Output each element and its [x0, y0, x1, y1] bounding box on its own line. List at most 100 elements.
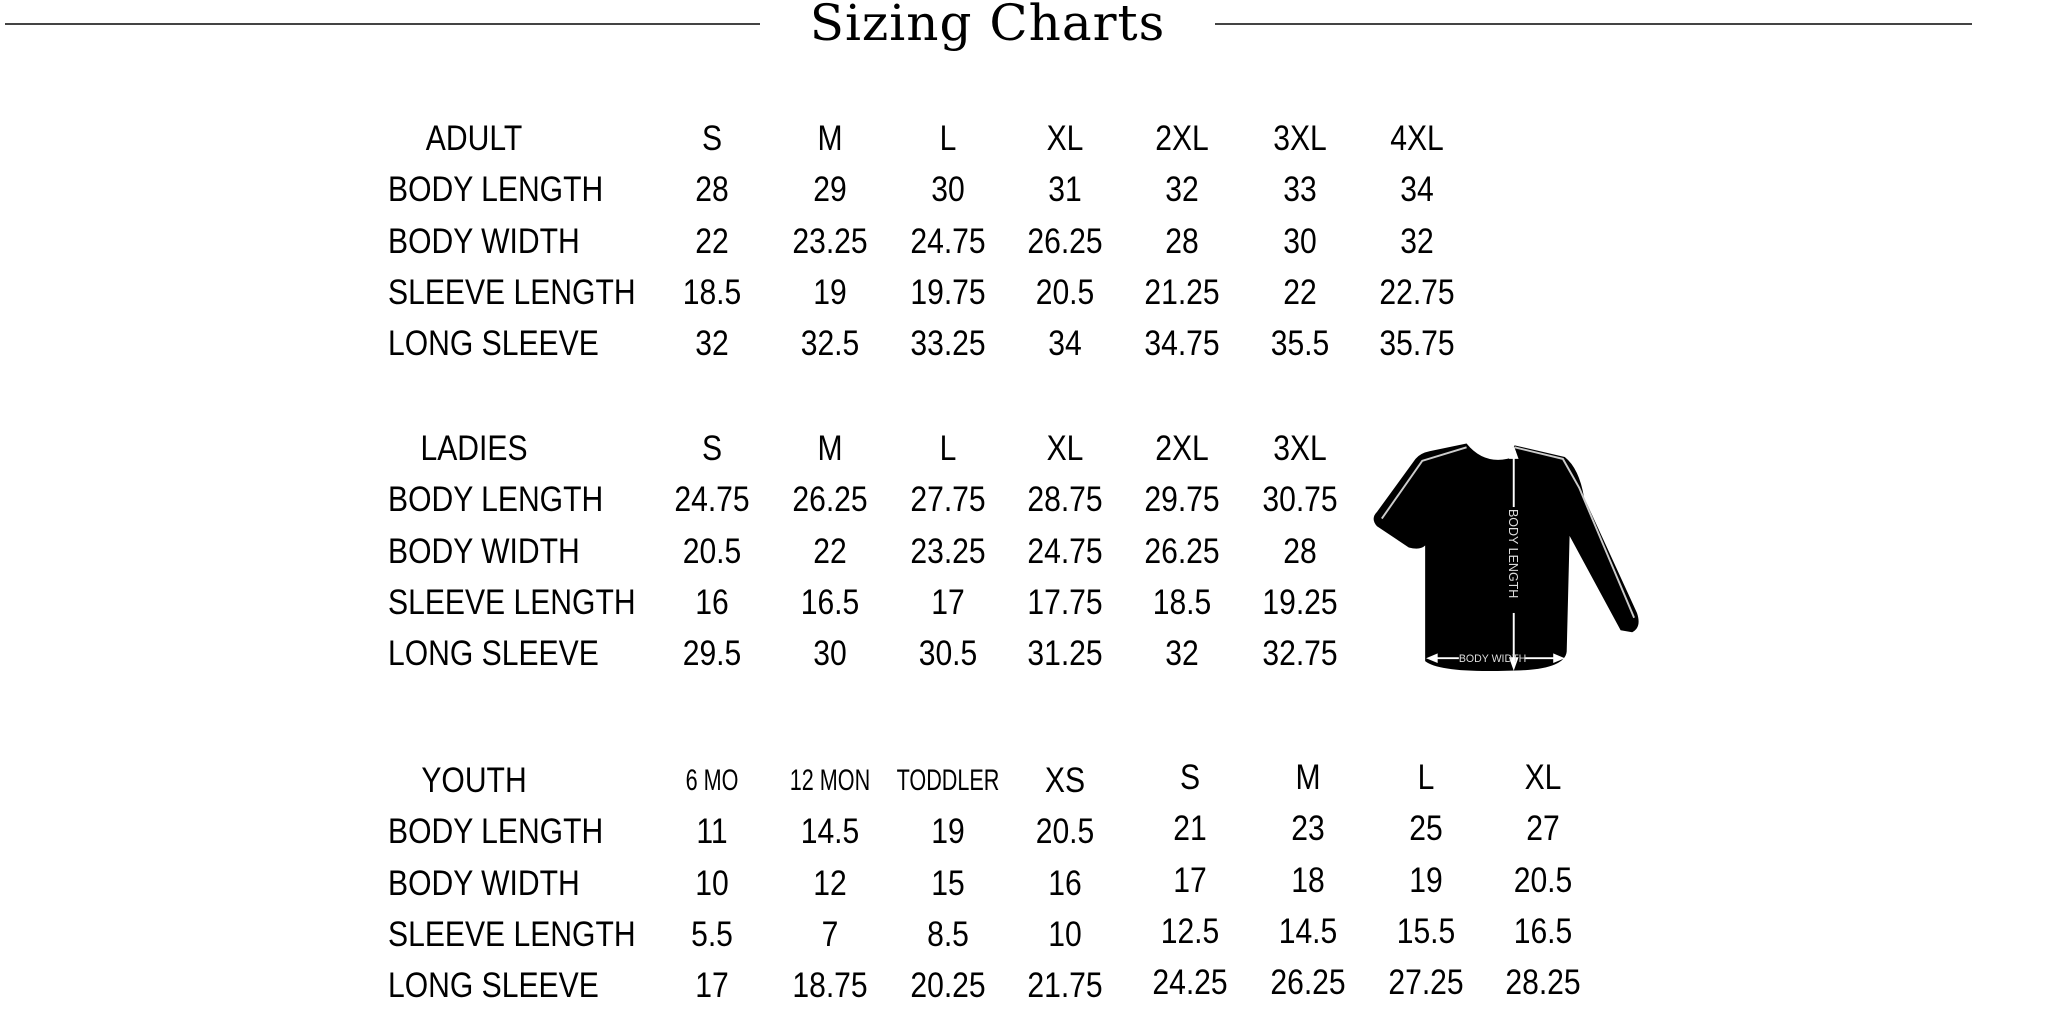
ladies-cell: 30.75: [1262, 480, 1338, 520]
shirt-silhouette: [1373, 443, 1639, 672]
adult-cell: 33.25: [910, 324, 986, 364]
ladies-cell: 30: [813, 634, 847, 674]
ladies-cell: 16.5: [800, 582, 860, 622]
youth-cell: 16: [1048, 863, 1082, 903]
adult-size-header: L: [939, 119, 957, 158]
youth-cell: 15.5: [1396, 911, 1456, 951]
adult-cell: 24.75: [910, 221, 986, 261]
adult-cell: 35.5: [1270, 324, 1330, 364]
youth-cell: 18.75: [792, 966, 868, 1006]
body-length-label: BODY LENGTH: [1506, 509, 1520, 598]
youth-cell: 21.75: [1027, 966, 1103, 1006]
adult-cell: 32.5: [800, 324, 860, 364]
youth-cell: 14.5: [1278, 911, 1338, 951]
youth-row-label: LONG SLEEVE: [388, 966, 599, 1006]
adult-cell: 19: [813, 272, 847, 312]
ladies-cell: 29.75: [1144, 480, 1220, 520]
ladies-cell: 17.75: [1027, 582, 1103, 622]
ladies-cell: 18.5: [1152, 582, 1212, 622]
adult-size-header: 2XL: [1155, 119, 1209, 158]
ladies-cell: 26.25: [1144, 531, 1220, 571]
youth-cell: 28.25: [1505, 963, 1581, 1003]
adult-cell: 33: [1283, 170, 1317, 210]
adult-cell: 22: [695, 221, 729, 261]
ladies-cell: 20.5: [682, 531, 742, 571]
youth-size-header: 6 MO: [685, 764, 739, 797]
ladies-row-label: BODY WIDTH: [388, 531, 580, 571]
adult-cell: 20.5: [1035, 272, 1095, 312]
youth-row-label: BODY LENGTH: [388, 812, 604, 852]
youth-cell: 17: [1173, 860, 1207, 900]
adult-size-header: XL: [1046, 119, 1084, 158]
adult-cell: 32: [1400, 221, 1434, 261]
adult-cell: 34: [1400, 170, 1434, 210]
youth-cell: 11: [696, 812, 728, 852]
ladies-size-header: S: [701, 429, 723, 468]
youth-size-header: L: [1417, 758, 1435, 797]
youth-cell: 20.5: [1513, 860, 1573, 900]
adult-cell: 30: [931, 170, 965, 210]
youth-size-header: 12 MON: [789, 764, 871, 797]
ladies-cell: 32: [1165, 634, 1199, 674]
adult-cell: 31: [1048, 170, 1082, 210]
ladies-cell: 28: [1283, 531, 1317, 571]
body-width-label: BODY WIDTH: [1459, 653, 1526, 665]
youth-cell: 26.25: [1270, 963, 1346, 1003]
ladies-cell: 22: [813, 531, 847, 571]
youth-cell: 7: [821, 914, 839, 954]
youth-cell: 19: [1409, 860, 1443, 900]
title-rule-left: [5, 23, 760, 25]
youth-row-label: BODY WIDTH: [388, 863, 580, 903]
youth-table-title: YOUTH: [421, 761, 527, 800]
youth-cell: 15: [931, 863, 965, 903]
ladies-row-label: BODY LENGTH: [388, 480, 604, 520]
ladies-cell: 24.75: [674, 480, 750, 520]
youth-cell: 17: [695, 966, 729, 1006]
adult-cell: 29: [813, 170, 847, 210]
youth-size-header: M: [1295, 758, 1321, 797]
ladies-cell: 27.75: [910, 480, 986, 520]
ladies-cell: 31.25: [1027, 634, 1103, 674]
adult-cell: 21.25: [1144, 272, 1220, 312]
youth-cell: 12.5: [1160, 911, 1220, 951]
adult-cell: 19.75: [910, 272, 986, 312]
youth-cell: 8.5: [927, 914, 969, 954]
youth-cell: 10: [1048, 914, 1082, 954]
ladies-cell: 19.25: [1262, 582, 1338, 622]
adult-table-title: ADULT: [425, 119, 523, 158]
ladies-size-header: 2XL: [1155, 429, 1209, 468]
ladies-row-label: LONG SLEEVE: [388, 634, 599, 674]
youth-cell: 23: [1291, 809, 1325, 849]
page-title: Sizing Charts: [809, 0, 1166, 52]
ladies-cell: 30.5: [918, 634, 978, 674]
adult-row-label: BODY WIDTH: [388, 221, 580, 261]
ladies-size-header: XL: [1046, 429, 1084, 468]
youth-size-header: XL: [1524, 758, 1562, 797]
ladies-cell: 17: [931, 582, 965, 622]
youth-cell: 10: [695, 863, 729, 903]
adult-size-header: 3XL: [1273, 119, 1327, 158]
adult-row-label: BODY LENGTH: [388, 170, 604, 210]
adult-cell: 32: [695, 324, 729, 364]
youth-cell: 27.25: [1388, 963, 1464, 1003]
adult-cell: 28: [1165, 221, 1199, 261]
adult-size-header: 4XL: [1390, 119, 1444, 158]
ladies-cell: 24.75: [1027, 531, 1103, 571]
adult-row-label: SLEEVE LENGTH: [388, 272, 636, 312]
ladies-table-title: LADIES: [420, 429, 528, 468]
adult-cell: 34: [1048, 324, 1082, 364]
adult-cell: 28: [695, 170, 729, 210]
youth-cell: 21: [1173, 809, 1207, 849]
adult-row-label: LONG SLEEVE: [388, 324, 599, 364]
ladies-cell: 26.25: [792, 480, 868, 520]
adult-cell: 35.75: [1379, 324, 1455, 364]
youth-cell: 20.5: [1035, 812, 1095, 852]
adult-cell: 34.75: [1144, 324, 1220, 364]
ladies-size-header: 3XL: [1273, 429, 1327, 468]
youth-cell: 12: [813, 863, 847, 903]
youth-cell: 14.5: [800, 812, 860, 852]
ladies-cell: 16: [695, 582, 729, 622]
youth-cell: 20.25: [910, 966, 986, 1006]
youth-size-header: XS: [1044, 761, 1086, 800]
ladies-row-label: SLEEVE LENGTH: [388, 582, 636, 622]
